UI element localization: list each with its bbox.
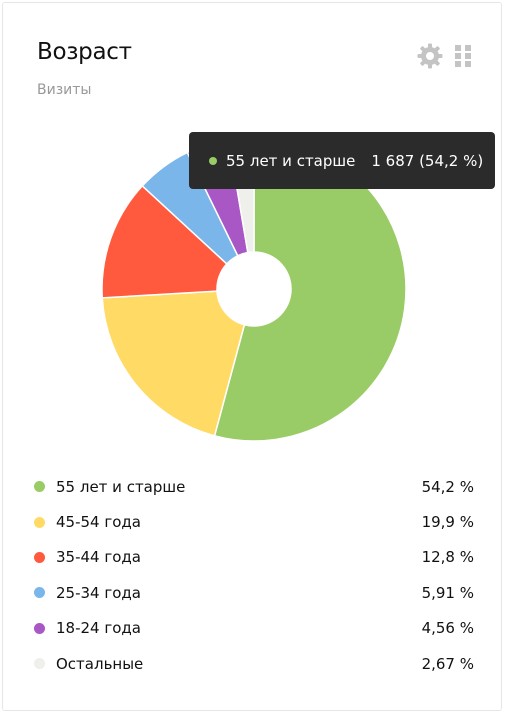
legend-label: 45-54 года [56, 513, 141, 532]
legend-color-dot [34, 622, 45, 634]
legend-label: 55 лет и старше [56, 477, 186, 496]
legend-percent: 5,91 % [421, 583, 474, 602]
legend-item[interactable]: 35-44 года 12,8 % [34, 540, 476, 575]
legend-color-dot [34, 481, 45, 493]
legend-percent: 54,2 % [421, 477, 474, 496]
tooltip-value: 1 687 (54,2 %) [371, 151, 484, 170]
legend-percent: 2,67 % [421, 654, 474, 673]
legend-percent: 12,8 % [421, 548, 474, 567]
legend-item[interactable]: 55 лет и старше 54,2 % [34, 469, 476, 504]
legend-label: 35-44 года [56, 548, 141, 567]
grid-drag-icon[interactable] [455, 45, 471, 67]
legend-label: 25-34 года [56, 583, 141, 602]
chart-tooltip: 55 лет и старше 1 687 (54,2 %) [189, 132, 495, 189]
gear-icon[interactable] [417, 43, 443, 69]
chart-legend: 55 лет и старше 54,2 % 45-54 года 19,9 % 35-… [34, 469, 476, 681]
legend-item[interactable]: 18-24 года 4,56 % [34, 611, 476, 646]
legend-label: Остальные [56, 654, 144, 673]
legend-item[interactable]: 25-34 года 5,91 % [34, 575, 476, 610]
widget-title: Возраст [37, 39, 132, 65]
legend-item[interactable]: 45-54 года 19,9 % [34, 504, 476, 539]
legend-label: 18-24 года [56, 619, 141, 638]
pie-slice-1[interactable] [101, 290, 246, 437]
legend-color-dot [34, 658, 45, 670]
legend-color-dot [34, 587, 45, 599]
legend-item[interactable]: Остальные 2,67 % [34, 646, 476, 681]
legend-percent: 4,56 % [421, 619, 474, 638]
tooltip-label: 55 лет и старше [226, 151, 356, 170]
tooltip-color-dot [209, 156, 217, 165]
widget-subtitle: Визиты [37, 82, 92, 98]
legend-color-dot [34, 551, 45, 563]
pie-slice-2[interactable] [101, 184, 228, 299]
legend-color-dot [34, 516, 45, 528]
legend-percent: 19,9 % [421, 513, 474, 532]
